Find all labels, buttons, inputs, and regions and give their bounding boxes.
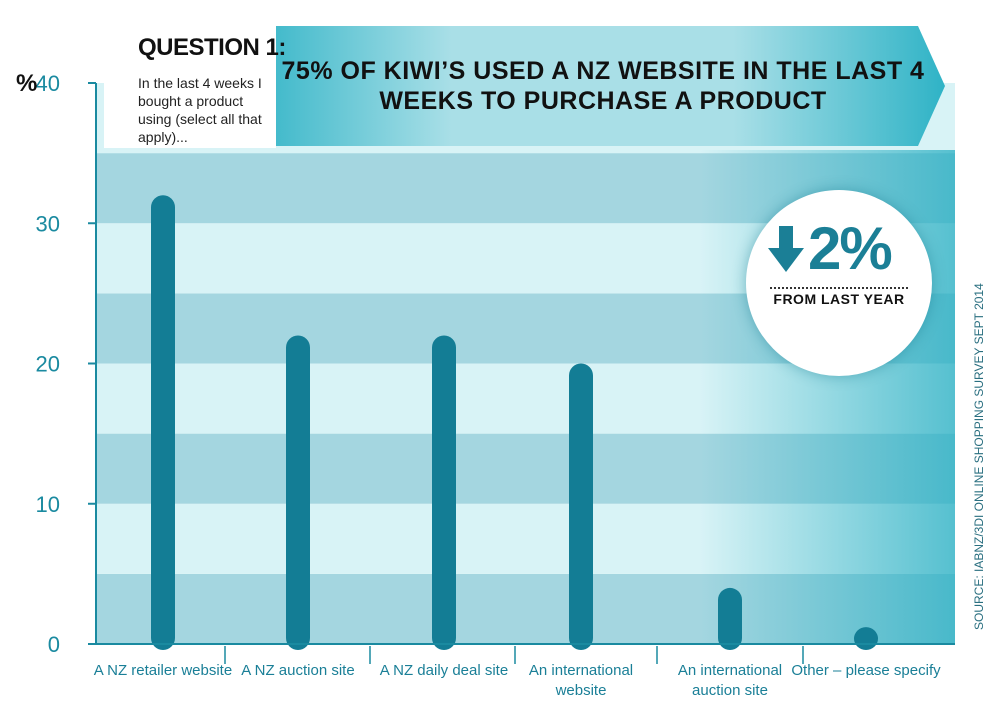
bar: [151, 195, 175, 650]
y-tick-label: 0: [48, 632, 60, 657]
headline-banner: [240, 26, 945, 146]
x-category-label: A NZ retailer website: [94, 662, 232, 679]
y-tick-label: 10: [36, 492, 60, 517]
change-badge: [746, 190, 932, 376]
bar: [286, 335, 310, 650]
x-category-label: auction site: [692, 682, 768, 699]
down-arrow-icon: [768, 226, 804, 272]
bar: [432, 335, 456, 650]
x-category-label: An international: [678, 662, 782, 679]
y-tick-label: 30: [36, 211, 60, 236]
question-box: [104, 18, 276, 148]
bar: [569, 363, 593, 650]
question-text: In the last 4 weeks I bought a product u…: [138, 75, 262, 145]
badge-divider: [770, 287, 908, 289]
bar: [854, 627, 878, 650]
x-category-label: A NZ auction site: [241, 662, 354, 679]
badge-value: 2%: [808, 215, 893, 282]
y-tick-label: 20: [36, 352, 60, 377]
badge-caption: FROM LAST YEAR: [773, 291, 905, 307]
y-axis-ticks: 0 10 20 30 40: [36, 71, 96, 657]
x-category-label: A NZ daily deal site: [380, 662, 508, 679]
x-category-label: website: [555, 682, 607, 699]
x-axis-labels: A NZ retailer website A NZ auction site A …: [94, 662, 941, 699]
x-category-label: Other – please specify: [791, 662, 941, 679]
bars: [151, 195, 878, 650]
y-axis-unit: %: [16, 70, 37, 97]
x-category-label: An international: [529, 662, 633, 679]
y-tick-label: 40: [36, 71, 60, 96]
question-title: QUESTION 1:: [138, 34, 286, 61]
source-note: SOURCE: IABNZ/3DI ONLINE SHOPPING SURVEY…: [972, 283, 986, 630]
bar: [718, 587, 742, 650]
headline: 75% OF KIWI’S USED A NZ WEBSITE IN THE L…: [281, 57, 925, 115]
x-axis-dividers: [224, 646, 804, 664]
